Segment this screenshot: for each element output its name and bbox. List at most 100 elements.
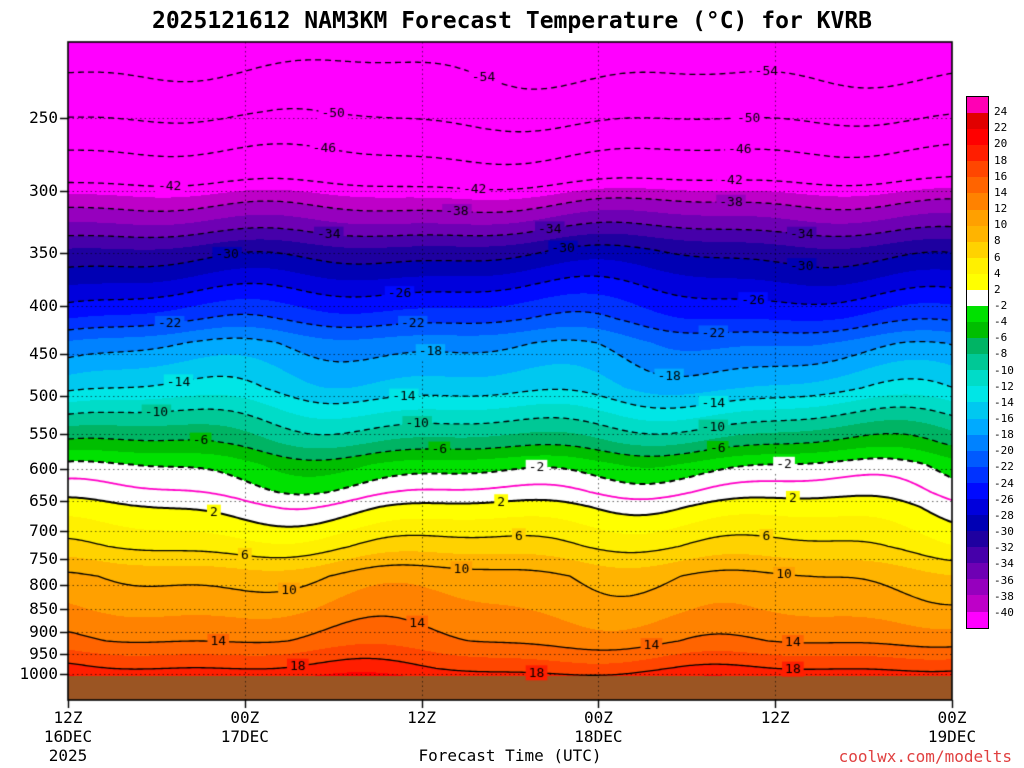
x-tick-hour: 00Z <box>230 708 260 727</box>
colorbar-segment <box>967 338 988 355</box>
y-axis-tick-label: 300 <box>29 180 58 200</box>
y-axis-tick-label: 350 <box>29 242 58 262</box>
colorbar-tick-label: 4 <box>994 266 1001 280</box>
colorbar-tick-label: -30 <box>994 525 1014 539</box>
watermark-link[interactable]: coolwx.com/modelts <box>838 747 1012 766</box>
colorbar-tick-label: -20 <box>994 444 1014 458</box>
colorbar-tick-label: -2 <box>994 298 1008 312</box>
colorbar-segment <box>967 322 988 339</box>
x-tick-date: 19DEC <box>927 727 977 746</box>
colorbar-tick-label: -38 <box>994 589 1014 603</box>
x-tick-hour: 00Z <box>583 708 613 727</box>
x-tick-hour: 12Z <box>53 708 83 727</box>
colorbar-tick-label: 8 <box>994 234 1001 248</box>
y-axis-tick-label: 400 <box>29 296 58 316</box>
colorbar-segment <box>967 595 988 612</box>
colorbar-tick-label: -40 <box>994 605 1014 619</box>
temperature-colorbar <box>966 96 989 629</box>
colorbar-tick-label: -6 <box>994 331 1008 345</box>
y-axis-tick-label: 500 <box>29 386 58 406</box>
colorbar-segment <box>967 466 988 483</box>
x-tick-date: 16DEC <box>43 727 93 746</box>
colorbar-segment <box>967 370 988 387</box>
colorbar-segment <box>967 273 988 290</box>
colorbar-tick-label: -26 <box>994 492 1014 506</box>
y-axis-tick-label: 950 <box>29 643 58 663</box>
colorbar-tick-label: -12 <box>994 379 1014 393</box>
colorbar-tick-label: -28 <box>994 508 1014 522</box>
colorbar-tick-label: 22 <box>994 121 1008 135</box>
x-tick-hour: 00Z <box>937 708 967 727</box>
colorbar-segment <box>967 611 988 628</box>
colorbar-tick-label: -24 <box>994 476 1014 490</box>
colorbar-segment <box>967 418 988 435</box>
colorbar-tick-label: -34 <box>994 557 1014 571</box>
y-axis-tick-label: 850 <box>29 599 58 619</box>
x-axis-tick-label: 00Z 17DEC <box>200 708 290 746</box>
x-tick-date: 17DEC <box>220 727 269 746</box>
y-axis-tick-label: 250 <box>29 107 58 127</box>
colorbar-segment <box>967 306 988 323</box>
colorbar-tick-label: -18 <box>994 428 1014 442</box>
colorbar-tick-label: 10 <box>994 218 1008 232</box>
colorbar-tick-label: -14 <box>994 395 1014 409</box>
colorbar-tick-label: -4 <box>994 315 1008 329</box>
y-axis-tick-label: 600 <box>29 459 58 479</box>
colorbar-tick-label: 12 <box>994 202 1008 216</box>
colorbar-tick-label: 16 <box>994 169 1008 183</box>
colorbar-segment <box>967 97 988 114</box>
colorbar-segment <box>967 563 988 580</box>
colorbar-segment <box>967 161 988 178</box>
colorbar-segment <box>967 354 988 371</box>
colorbar-segment <box>967 145 988 162</box>
x-axis-tick-label: 00Z 19DEC <box>907 708 997 746</box>
colorbar-tick-label: 18 <box>994 153 1008 167</box>
colorbar-tick-label: -16 <box>994 412 1014 426</box>
y-axis-tick-label: 650 <box>29 491 58 511</box>
x-axis-tick-label: 12Z <box>377 708 467 727</box>
x-axis-tick-label: 12Z 16DEC 2025 <box>23 708 113 765</box>
colorbar-segment <box>967 209 988 226</box>
y-axis-tick-label: 700 <box>29 521 58 541</box>
colorbar-tick-label: -10 <box>994 363 1014 377</box>
x-tick-date: 18DEC <box>574 727 623 746</box>
x-tick-hour: 12Z <box>407 708 437 727</box>
y-axis-tick-label: 900 <box>29 622 58 642</box>
x-tick-hour: 12Z <box>760 708 790 727</box>
colorbar-tick-label: 2 <box>994 282 1001 296</box>
colorbar-tick-label: 24 <box>994 105 1008 119</box>
colorbar-segment <box>967 241 988 258</box>
colorbar-segment <box>967 515 988 532</box>
y-axis-tick-label: 550 <box>29 424 58 444</box>
colorbar-segment <box>967 450 988 467</box>
colorbar-tick-label: 6 <box>994 250 1001 264</box>
colorbar-segment <box>967 225 988 242</box>
colorbar-tick-label: -8 <box>994 347 1008 361</box>
colorbar-segment <box>967 402 988 419</box>
colorbar-tick-label: -22 <box>994 460 1014 474</box>
colorbar-segment <box>967 386 988 403</box>
chart-title: 2025121612 NAM3KM Forecast Temperature (… <box>151 8 873 34</box>
colorbar-segment <box>967 482 988 499</box>
colorbar-tick-label: -32 <box>994 541 1014 555</box>
y-axis-tick-label: 800 <box>29 574 58 594</box>
colorbar-segment <box>967 177 988 194</box>
x-axis-tick-label: 00Z 18DEC <box>553 708 643 746</box>
colorbar-segment <box>967 434 988 451</box>
colorbar-segment <box>967 498 988 516</box>
colorbar-tick-label: 20 <box>994 137 1008 151</box>
y-axis-tick-label: 1000 <box>19 664 58 684</box>
x-tick-year: 2025 <box>48 746 88 765</box>
colorbar-segment <box>967 289 988 307</box>
y-axis-tick-label: 450 <box>29 343 58 363</box>
colorbar-segment <box>967 579 988 596</box>
x-axis-label: Forecast Time (UTC) <box>418 746 602 765</box>
colorbar-segment <box>967 129 988 146</box>
colorbar-segment <box>967 113 988 130</box>
colorbar-segment <box>967 531 988 548</box>
y-axis-tick-label: 750 <box>29 548 58 568</box>
colorbar-segment <box>967 257 988 274</box>
x-axis-tick-label: 12Z <box>730 708 820 727</box>
